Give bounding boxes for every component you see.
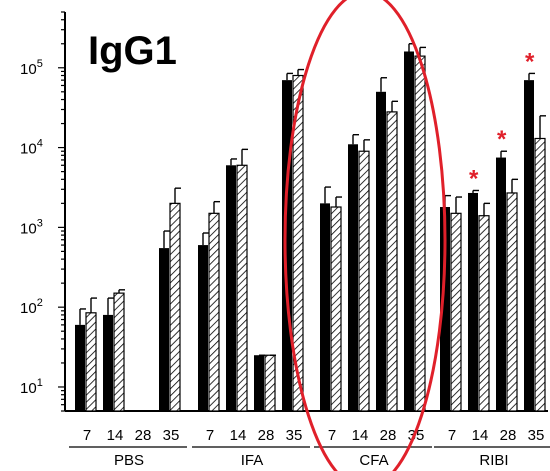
group-label: CFA <box>359 452 388 469</box>
bar-solid <box>159 248 169 411</box>
bar-hatched <box>236 164 248 412</box>
x-tick-label: 7 <box>206 427 214 444</box>
bar-solid <box>75 324 85 411</box>
y-tick-label: 104 <box>20 138 43 158</box>
bar-hatched <box>169 202 181 412</box>
x-tick-label: 7 <box>448 427 456 444</box>
x-tick-label: 7 <box>328 427 336 444</box>
bar-solid <box>468 192 478 411</box>
y-tick-label: 102 <box>20 297 43 317</box>
significance-star: * <box>525 48 535 75</box>
chart-axes <box>58 11 548 412</box>
y-tick-label: 105 <box>20 58 43 78</box>
highlight-ellipse <box>283 0 447 471</box>
bar-solid <box>282 80 292 412</box>
group-label: IFA <box>241 452 264 469</box>
y-tick-label: 101 <box>20 377 43 397</box>
y-tick-label: 103 <box>20 217 43 237</box>
bar-hatched <box>414 55 426 412</box>
bar-solid <box>320 203 330 411</box>
bar-solid <box>198 245 208 411</box>
bar-solid <box>496 157 506 411</box>
bar-solid <box>226 165 236 411</box>
bar-hatched <box>85 312 97 412</box>
bar-hatched <box>386 111 398 412</box>
x-tick-label: 14 <box>230 427 247 444</box>
group-label: PBS <box>114 452 144 469</box>
bar-solid <box>103 314 113 411</box>
bar-hatched <box>450 212 462 412</box>
bar-solid <box>524 80 534 412</box>
bar-hatched <box>264 354 276 412</box>
significance-star: * <box>497 126 507 153</box>
bar-solid <box>440 207 450 411</box>
x-tick-label: 14 <box>352 427 369 444</box>
chart-bars <box>75 43 546 412</box>
x-tick-label: 35 <box>528 427 545 444</box>
bar-hatched <box>534 137 546 412</box>
bar-hatched <box>208 212 220 412</box>
bar-hatched <box>358 150 370 412</box>
x-tick-label: 28 <box>258 427 275 444</box>
x-tick-label: 35 <box>286 427 303 444</box>
x-tick-label: 14 <box>107 427 124 444</box>
x-tick-label: 35 <box>163 427 180 444</box>
chart-title: IgG1 <box>88 29 177 73</box>
x-tick-label: 28 <box>380 427 397 444</box>
significance-star: * <box>469 165 479 192</box>
x-tick-label: 28 <box>500 427 517 444</box>
chart-labels: 101 102 103 104 105 7 14 28 35 PBS 7 14 28 35 IFA 7 14 28… <box>20 48 550 469</box>
x-tick-label: 14 <box>472 427 489 444</box>
bar-solid <box>404 51 414 411</box>
bar-hatched <box>478 215 490 412</box>
x-tick-label: 28 <box>135 427 152 444</box>
bar-hatched <box>113 292 125 412</box>
x-tick-label: 7 <box>83 427 91 444</box>
bar-solid <box>348 144 358 412</box>
bar-hatched <box>330 206 342 412</box>
bar-solid <box>376 91 386 412</box>
bar-hatched <box>506 192 518 412</box>
bar-solid <box>254 355 264 411</box>
group-label: RIBI <box>479 452 508 469</box>
